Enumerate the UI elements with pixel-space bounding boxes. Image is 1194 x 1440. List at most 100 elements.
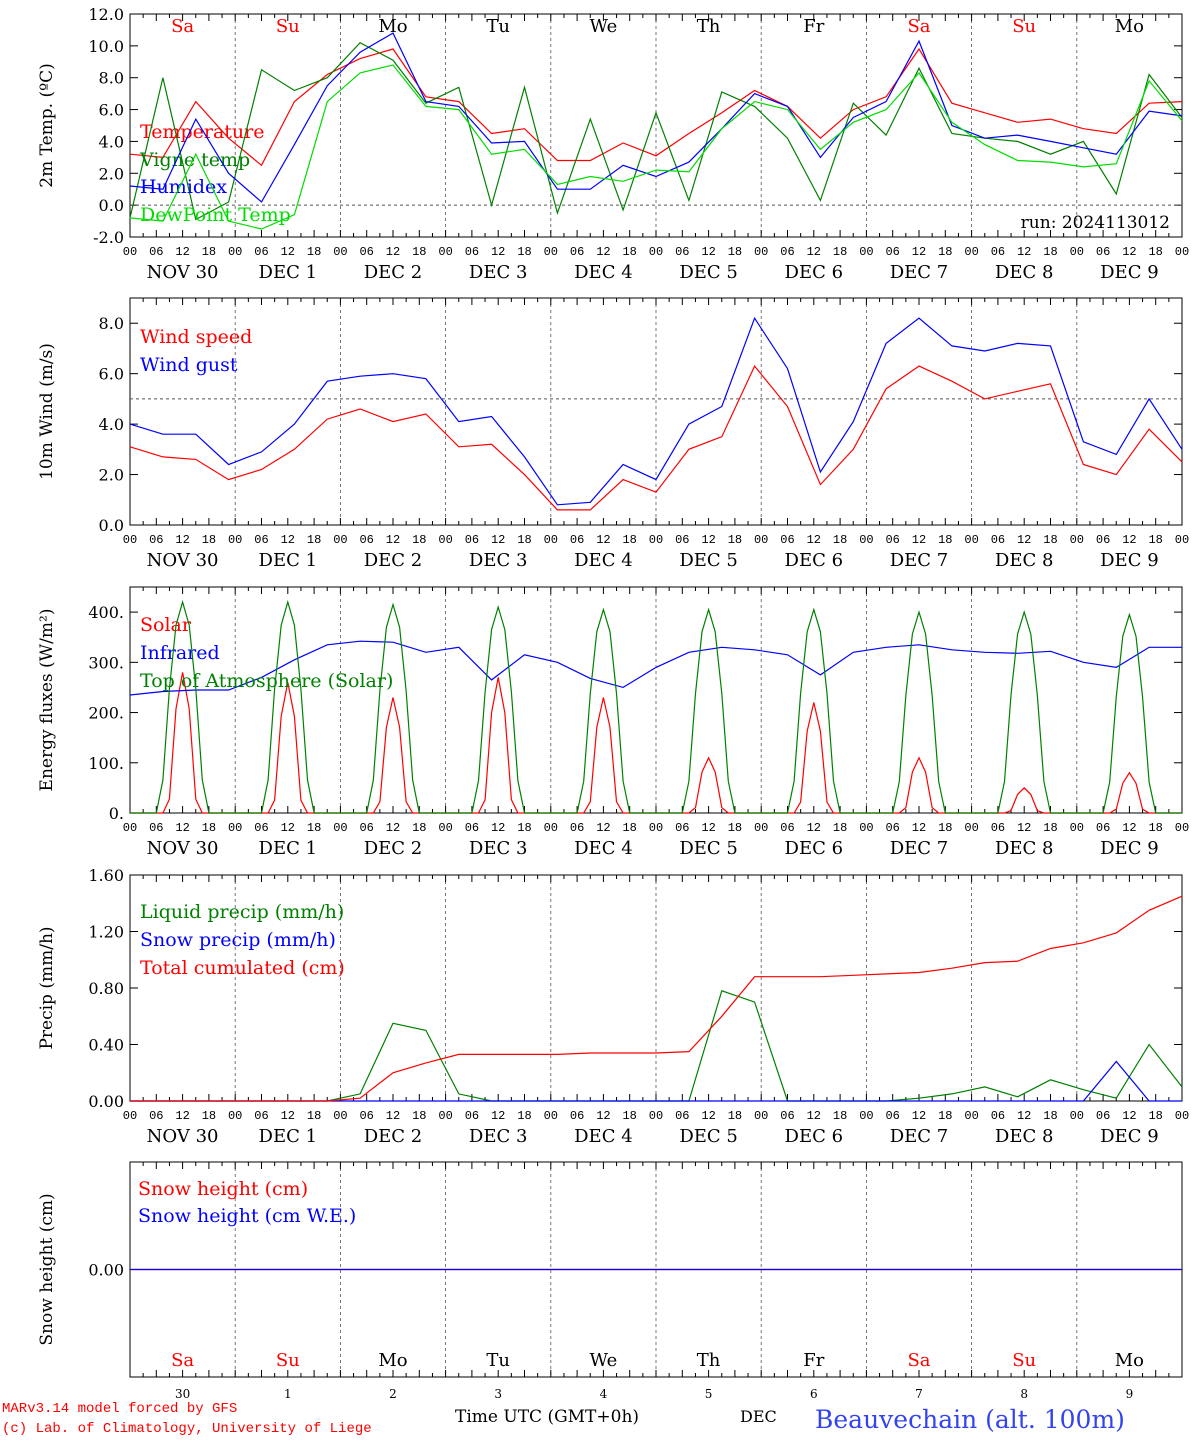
y-tick-label: 0.00 [88, 1092, 124, 1111]
hour-label: 18 [517, 245, 531, 259]
day-number: 6 [810, 1387, 818, 1401]
hour-label: 00 [1070, 533, 1084, 547]
hour-label: 12 [386, 533, 400, 547]
day-name: Th [697, 16, 721, 37]
legend-entry: DewPoint Temp [140, 204, 291, 226]
hour-label: 18 [938, 1109, 952, 1123]
y-tick-label: -2.0 [93, 228, 124, 247]
date-label: DEC 9 [1100, 550, 1159, 571]
hour-label: 06 [1096, 245, 1110, 259]
hour-label: 18 [1148, 245, 1162, 259]
legend-entry: Infrared [140, 642, 220, 664]
hour-label: 06 [780, 245, 794, 259]
day-number: 8 [1020, 1387, 1028, 1401]
y-tick-label: 12.0 [88, 5, 124, 24]
hour-label: 18 [728, 821, 742, 835]
hour-label: 06 [149, 821, 163, 835]
hour-label: 00 [859, 533, 873, 547]
hour-label: 00 [1070, 1109, 1084, 1123]
hour-label: 00 [333, 1109, 347, 1123]
y-tick-label: 200. [88, 704, 124, 723]
date-label: DEC 9 [1100, 1126, 1159, 1147]
date-label: DEC 3 [469, 838, 528, 859]
model-credit: MARv3.14 model forced by GFS [2, 1401, 237, 1417]
hour-label: 06 [1096, 821, 1110, 835]
hour-label: 06 [465, 821, 479, 835]
date-label: DEC 5 [679, 550, 738, 571]
hour-label: 00 [964, 533, 978, 547]
station-name: Beauvechain (alt. 100m) [815, 1405, 1125, 1434]
month-label: DEC [740, 1407, 777, 1426]
day-name: Fr [803, 16, 824, 37]
hour-label: 00 [964, 1109, 978, 1123]
panel-snow: 0.00 Snow height (cm) Snow height (cm) Snow… [37, 1161, 1183, 1401]
hour-label: 12 [175, 821, 189, 835]
day-name: Sa [171, 16, 194, 37]
day-number: 1 [284, 1387, 292, 1401]
hour-label: 06 [465, 1109, 479, 1123]
date-label: DEC 6 [785, 262, 844, 283]
legend-entry: Snow height (cm W.E.) [138, 1205, 356, 1227]
y-tick-label: 4.0 [99, 415, 124, 434]
hour-label: 00 [228, 533, 242, 547]
hour-label: 06 [570, 533, 584, 547]
day-name: We [590, 16, 618, 37]
legend-entry: Total cumulated (cm) [140, 957, 345, 979]
date-label: DEC 1 [259, 550, 318, 571]
date-label: DEC 7 [890, 838, 949, 859]
hour-label: 12 [807, 1109, 821, 1123]
hour-label: 18 [622, 245, 636, 259]
hour-label: 06 [885, 245, 899, 259]
hour-label: 18 [833, 821, 847, 835]
hour-label: 18 [517, 821, 531, 835]
series-line-humidex [129, 32, 1183, 203]
day-name: Th [697, 1350, 721, 1371]
date-label: DEC 1 [259, 1126, 318, 1147]
hour-label: 18 [517, 533, 531, 547]
hour-label: 12 [1122, 533, 1136, 547]
hour-label: 18 [202, 1109, 216, 1123]
legend-entry: Temperature [140, 121, 264, 143]
date-label: DEC 8 [995, 1126, 1054, 1147]
hour-label: 06 [675, 533, 689, 547]
hour-label: 18 [833, 533, 847, 547]
hour-label: 18 [1043, 245, 1057, 259]
hour-label: 12 [912, 533, 926, 547]
hour-label: 12 [386, 821, 400, 835]
panel-energy: 0. 100. 200. 300. 400. Energy fluxes (W/m²) So… [37, 586, 1189, 859]
date-label: DEC 2 [364, 262, 423, 283]
hour-label: 06 [991, 821, 1005, 835]
date-label: DEC 3 [469, 550, 528, 571]
series-line-temperature [129, 47, 1183, 167]
hour-label: 06 [885, 1109, 899, 1123]
y-axis-title: Precip (mm/h) [37, 926, 57, 1049]
date-label: DEC 7 [890, 1126, 949, 1147]
y-tick-label: 1.20 [88, 923, 124, 942]
hour-label: 18 [728, 1109, 742, 1123]
hour-label: 00 [1175, 1109, 1189, 1123]
legend-entry: Top of Atmosphere (Solar) [140, 670, 393, 692]
legend-entry: Solar [140, 614, 192, 636]
date-label: DEC 5 [679, 838, 738, 859]
y-tick-label: 2.0 [99, 466, 124, 485]
hour-label: 00 [859, 1109, 873, 1123]
hour-label: 00 [438, 1109, 452, 1123]
day-name: Fr [803, 1350, 824, 1371]
day-name: Mo [378, 16, 407, 37]
hour-label: 06 [149, 245, 163, 259]
hour-label: 12 [596, 245, 610, 259]
hour-label: 00 [1175, 245, 1189, 259]
hour-label: 18 [622, 533, 636, 547]
hour-label: 12 [1122, 1109, 1136, 1123]
hour-label: 00 [1175, 821, 1189, 835]
y-tick-label: 8.0 [99, 314, 124, 333]
legend-entry: Snow precip (mm/h) [140, 929, 336, 951]
y-tick-label: 0.40 [88, 1036, 124, 1055]
hour-label: 18 [622, 1109, 636, 1123]
hour-label: 06 [675, 245, 689, 259]
hour-label: 12 [701, 533, 715, 547]
y-axis-title: Snow height (cm) [37, 1193, 57, 1345]
hour-label: 06 [675, 1109, 689, 1123]
y-tick-label: 0. [109, 804, 124, 823]
